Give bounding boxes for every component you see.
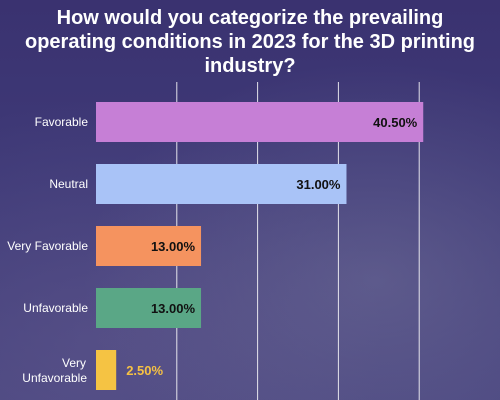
category-label: Very Unfavorable xyxy=(22,356,87,385)
category-label: Favorable xyxy=(35,115,89,129)
value-label: 2.50% xyxy=(126,363,163,378)
bar-favorable xyxy=(96,102,424,142)
value-label: 13.00% xyxy=(151,239,196,254)
bar-very-unfavorable xyxy=(96,350,117,390)
value-label: 31.00% xyxy=(296,177,341,192)
category-label: Neutral xyxy=(49,177,88,191)
value-label: 40.50% xyxy=(373,115,418,130)
bars xyxy=(96,102,424,390)
value-label: 13.00% xyxy=(151,301,196,316)
value-labels: 40.50% 31.00% 13.00% 13.00% 2.50% xyxy=(126,115,417,378)
bar-unfavorable xyxy=(96,288,202,328)
chart-title: How would you categorize the prevailing … xyxy=(24,7,476,77)
category-label: Unfavorable xyxy=(23,301,88,315)
category-labels: Favorable Neutral Very Favorable Unfavorabl… xyxy=(7,115,88,385)
category-label: Very Favorable xyxy=(7,239,88,253)
bar-very-favorable xyxy=(96,226,202,266)
bar-neutral xyxy=(96,164,347,204)
